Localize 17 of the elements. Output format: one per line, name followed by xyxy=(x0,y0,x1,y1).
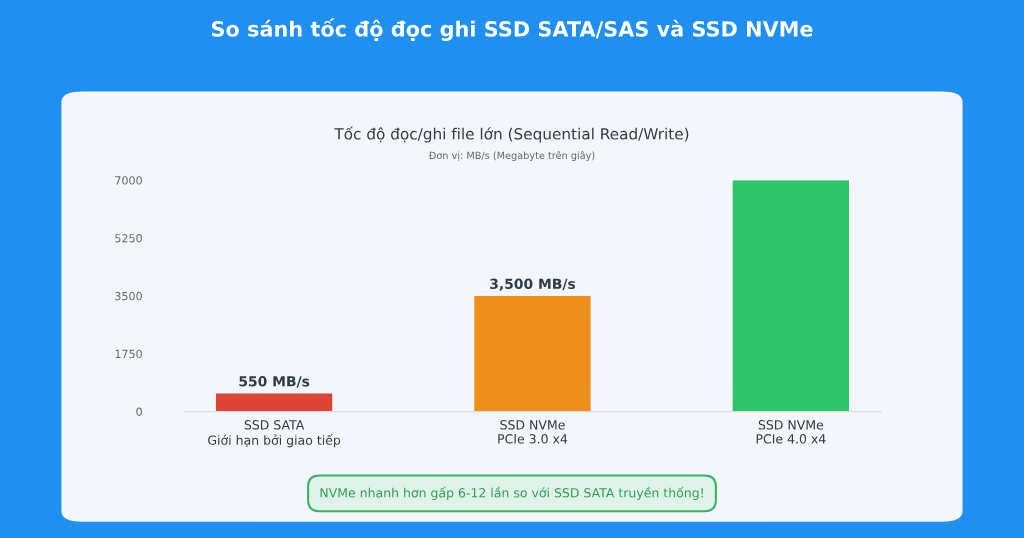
bar xyxy=(215,393,333,412)
bar xyxy=(732,180,849,412)
y-tick-label: 0 xyxy=(136,407,142,416)
y-tick-label: 1750 xyxy=(115,349,142,359)
y-tick-label: 3500 xyxy=(115,291,142,301)
bar xyxy=(474,295,591,412)
x-tick-label: SSD SATA Giới hạn bởi giao tiếp xyxy=(208,420,341,448)
x-tick-label: SSD NVMe PCIe 3.0 x4 xyxy=(498,420,568,444)
chart-title: So sánh tốc độ đọc ghi SSD SATA/SAS và SSD NVMe xyxy=(211,18,813,41)
data-label: 3,500 MB/s xyxy=(490,278,576,291)
text: Đơn vị: MB/s (Megabyte trên giây) xyxy=(428,151,595,161)
y-tick-label: 7000 xyxy=(115,176,142,185)
text: NVMe nhanh hơn gấp 6-12 lần so với SSD SATA truyền thống! xyxy=(320,486,703,500)
chart-subtitle: Tốc độ đọc/ghi file lớn (Sequential Read/Write) xyxy=(334,126,689,143)
data-label: 550 MB/s xyxy=(239,376,310,388)
x-tick-label: SSD NVMe PCIe 4.0 x4 xyxy=(756,420,826,444)
y-tick-label: 5250 xyxy=(115,234,142,243)
